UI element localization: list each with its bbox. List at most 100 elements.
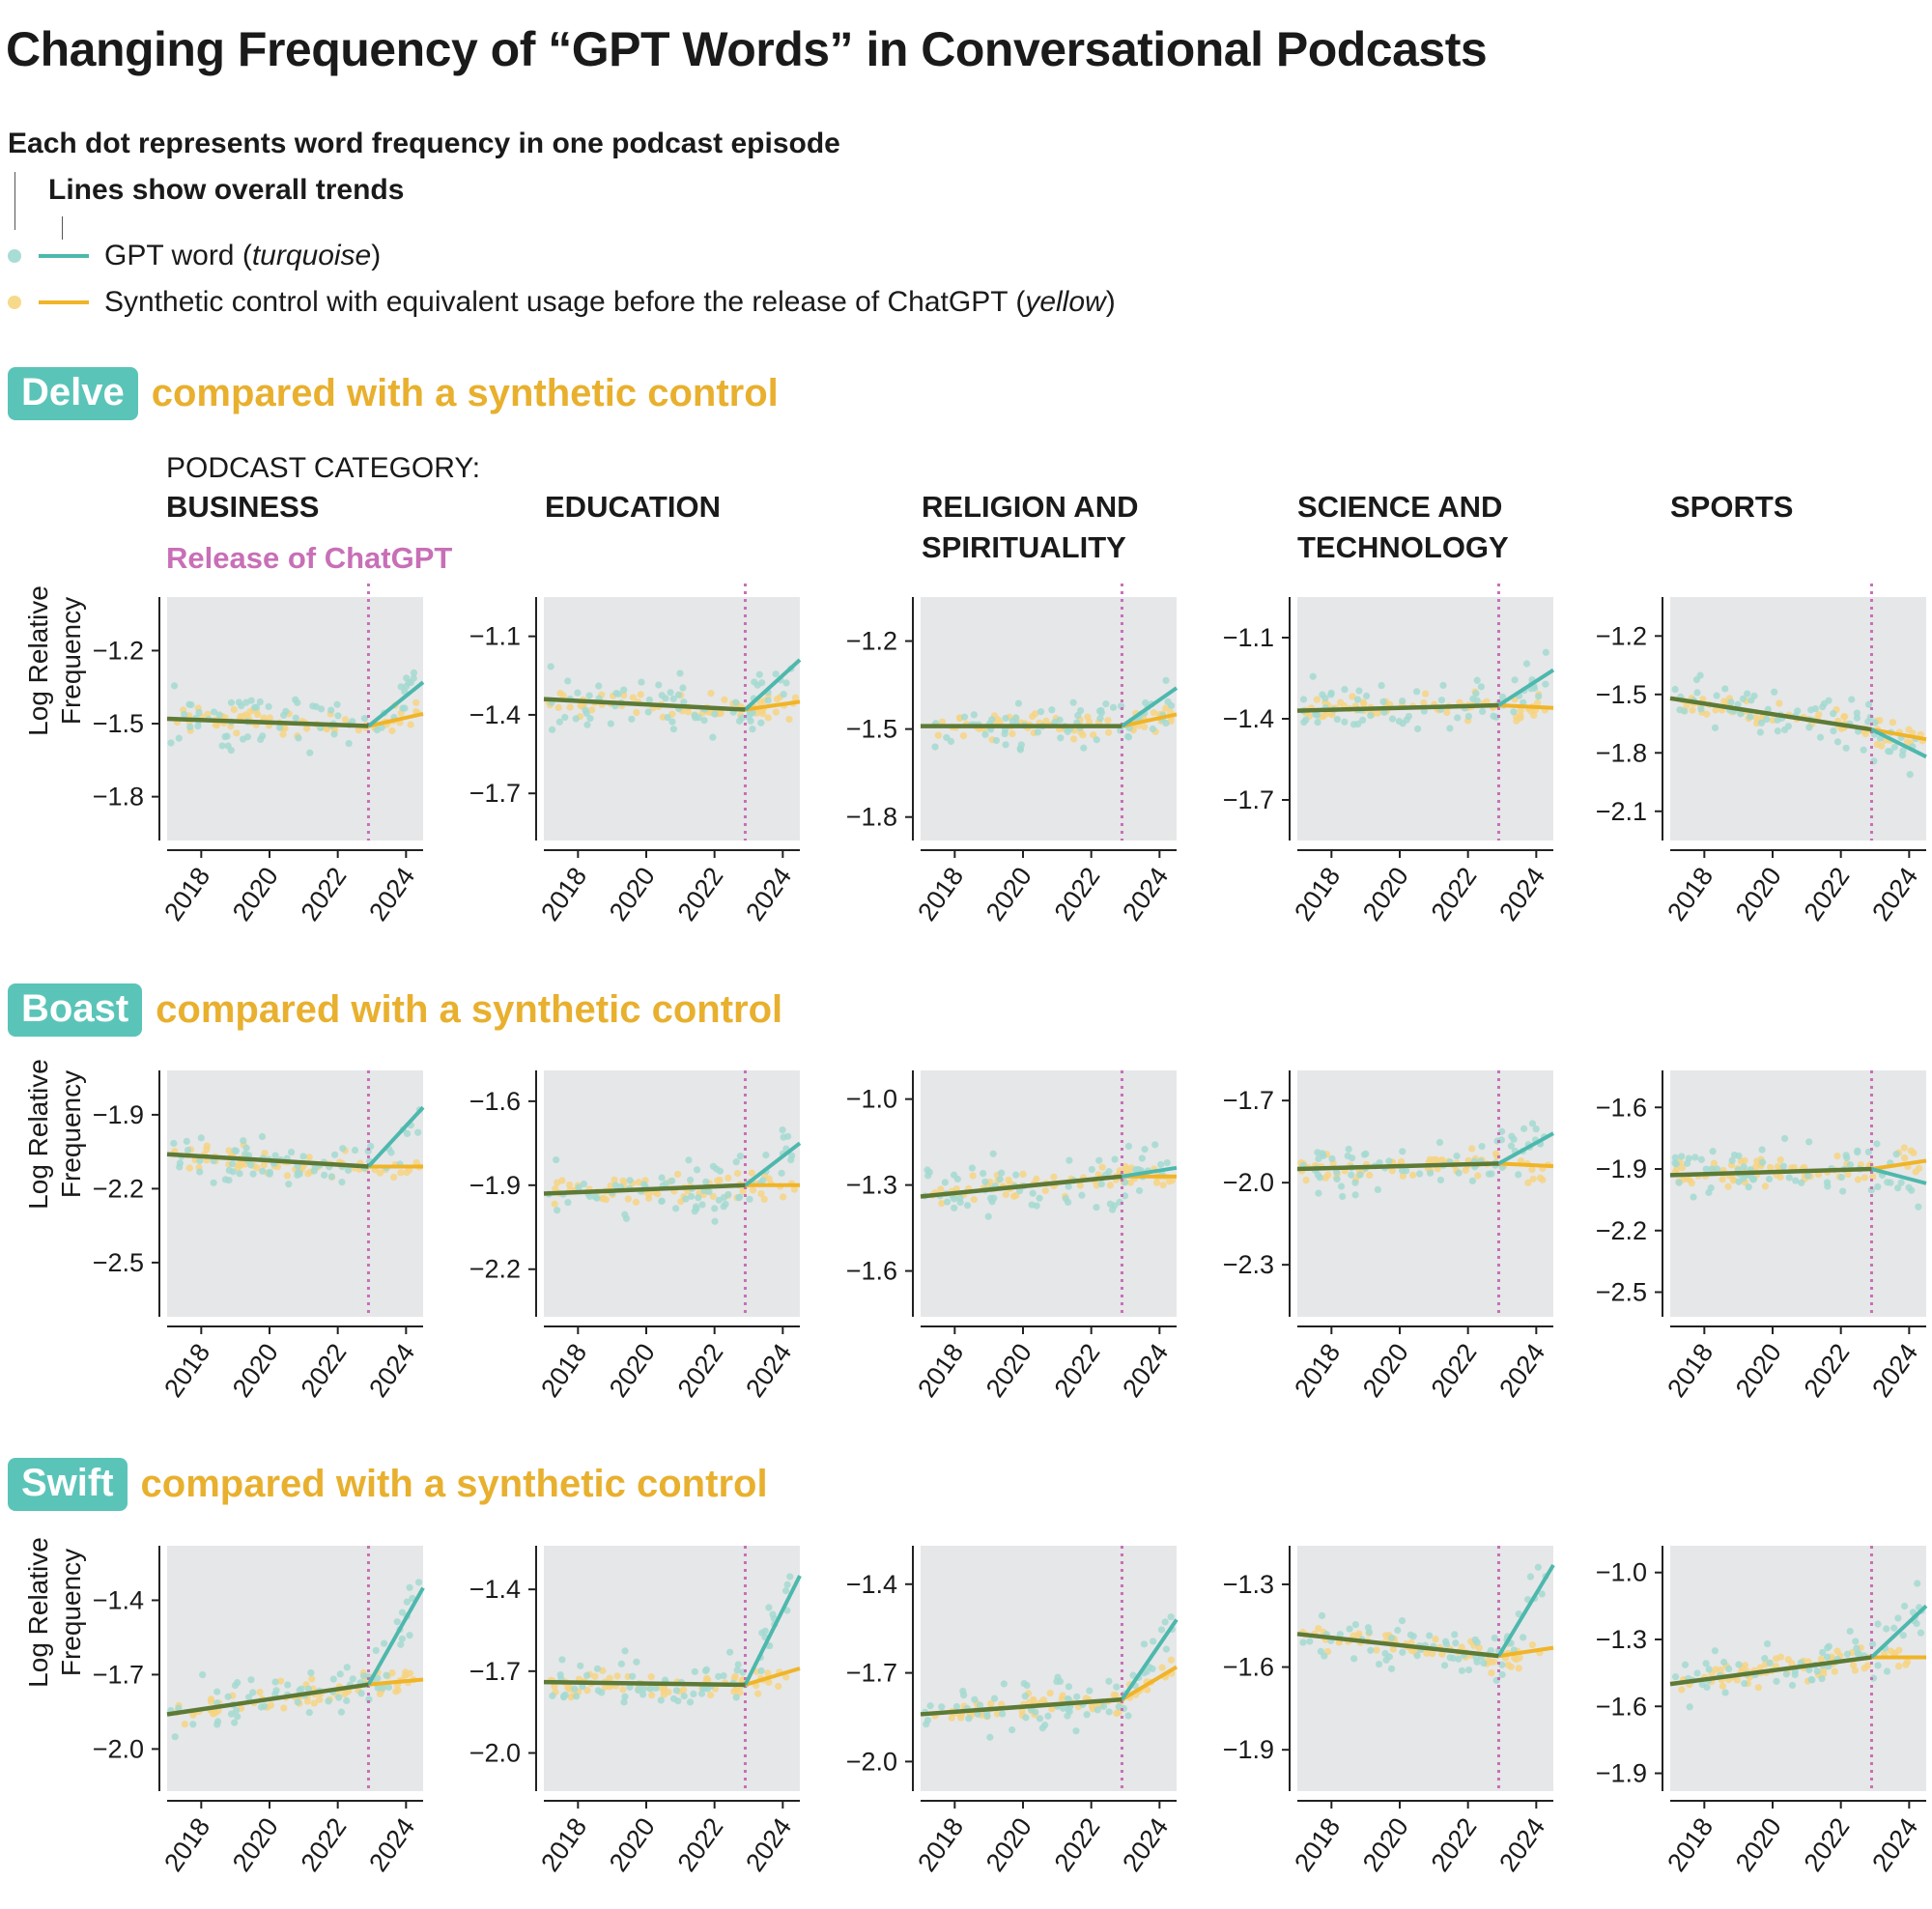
control-dot: [1720, 698, 1728, 705]
gpt-dot: [294, 1171, 301, 1179]
gpt-dot: [658, 1174, 666, 1182]
gpt-dot: [971, 1695, 979, 1703]
gpt-dot: [330, 730, 338, 738]
gpt-dot: [598, 1689, 606, 1696]
gpt-dot: [970, 711, 978, 719]
panel-swift-2: −1.4 −1.7 −2.0 2018 2020 2022 2024: [846, 1546, 1179, 1877]
gpt-dot: [349, 1675, 356, 1683]
gpt-dot: [658, 1197, 666, 1205]
gpt-dot: [1805, 1666, 1813, 1674]
x-tick-label: 2024: [1866, 862, 1923, 926]
gpt-dot: [1034, 728, 1042, 736]
control-dot: [759, 710, 767, 718]
control-dot: [1033, 1175, 1040, 1183]
gpt-dot: [259, 1167, 267, 1175]
gpt-dot: [1681, 707, 1689, 715]
gpt-dot: [1399, 1648, 1406, 1656]
gpt-dot: [959, 1687, 967, 1695]
gpt-dot: [672, 1687, 680, 1695]
control-dot: [1162, 704, 1170, 712]
y-tick-label: −1.5: [1596, 680, 1647, 709]
gpt-dot: [381, 1639, 388, 1647]
control-dot: [760, 1195, 768, 1203]
control-dot: [632, 1198, 640, 1206]
gpt-dot: [213, 1718, 222, 1725]
control-dot: [1373, 1646, 1380, 1654]
gpt-dot: [571, 1685, 579, 1693]
gpt-dot: [688, 1192, 696, 1200]
control-trend-line: [745, 699, 801, 712]
gpt-dot: [629, 1672, 637, 1680]
gpt-dot: [1157, 1160, 1165, 1169]
gpt-dot: [558, 1656, 566, 1664]
y-tick-label: −1.8: [1596, 738, 1647, 767]
x-tick-label: 2024: [363, 1812, 420, 1876]
gpt-dot: [251, 703, 259, 711]
gpt-dot: [1887, 748, 1894, 755]
control-dot: [1678, 1164, 1686, 1172]
gpt-dot: [351, 1146, 359, 1154]
gpt-dot: [1044, 1712, 1052, 1720]
control-dot: [1046, 1689, 1054, 1697]
control-dot: [1104, 728, 1113, 736]
gpt-dot: [761, 1627, 769, 1635]
gpt-dot: [664, 713, 671, 722]
gpt-dot: [635, 1686, 642, 1695]
gpt-dot: [397, 1640, 405, 1648]
gpt-dot: [1427, 1169, 1435, 1177]
gpt-dot: [1367, 712, 1375, 720]
gpt-dot: [1805, 724, 1813, 731]
gpt-dot: [572, 715, 580, 723]
gpt-dot: [1143, 1667, 1151, 1675]
control-dot: [556, 690, 564, 698]
control-dot: [1488, 1669, 1495, 1677]
control-dot: [1165, 1178, 1174, 1185]
x-tick-label: 2018: [1662, 862, 1719, 926]
gpt-dot: [736, 1153, 745, 1160]
gpt-dot: [757, 719, 765, 727]
control-dot: [1774, 1162, 1782, 1171]
control-dot: [1517, 714, 1524, 722]
gpt-dot: [952, 1702, 961, 1711]
gpt-dot: [1048, 706, 1056, 714]
gpt-dot: [1124, 732, 1132, 740]
gpt-dot: [1416, 1170, 1424, 1178]
gpt-dot: [256, 698, 264, 706]
gpt-dot: [1029, 1189, 1037, 1197]
control-dot: [739, 1187, 747, 1195]
gpt-dot: [1747, 713, 1754, 721]
gpt-dot: [1515, 1610, 1522, 1618]
control-dot: [1009, 729, 1016, 738]
gpt-dot: [1690, 1193, 1697, 1201]
x-tick-label: 2018: [158, 1338, 215, 1402]
control-dot: [780, 1193, 787, 1201]
control-dot: [1019, 1170, 1027, 1179]
gpt-dot: [231, 1719, 239, 1726]
gpt-dot: [697, 1690, 706, 1697]
gpt-dot: [692, 714, 699, 722]
gpt-dot: [1874, 1620, 1882, 1628]
gpt-dot: [1805, 1138, 1813, 1146]
control-dot: [1150, 709, 1158, 717]
x-tick-label: 2024: [740, 1338, 797, 1402]
gpt-dot: [1020, 1680, 1028, 1688]
y-tick-label: −1.7: [469, 1657, 521, 1686]
gpt-dot: [221, 732, 229, 741]
control-dot: [1076, 1182, 1084, 1189]
x-tick-label: 2020: [1357, 1338, 1414, 1402]
gpt-dot: [989, 1150, 997, 1157]
gpt-dot: [1163, 1158, 1171, 1167]
gpt-dot: [294, 1698, 301, 1706]
control-dot: [1903, 1658, 1912, 1666]
control-dot: [611, 1176, 618, 1184]
gpt-dot: [1542, 648, 1549, 656]
pre-release-trend-line: [1669, 1655, 1872, 1687]
control-dot: [230, 705, 238, 714]
legend-divider: [62, 216, 63, 240]
gpt-dot: [1354, 720, 1362, 728]
gpt-dot: [1671, 1159, 1679, 1167]
control-trend-line: [1498, 1645, 1554, 1659]
gpt-dot: [735, 717, 744, 725]
x-tick-label: 2018: [158, 862, 215, 926]
control-dot: [1841, 713, 1849, 721]
